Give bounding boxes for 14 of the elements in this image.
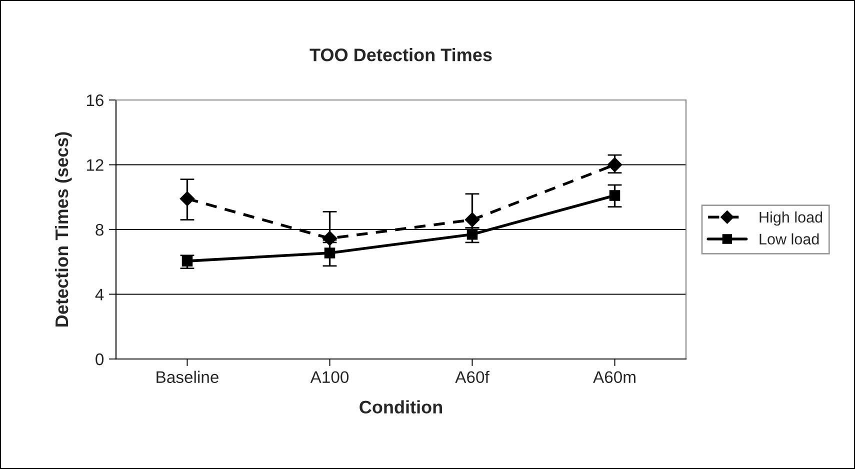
x-tick-label: Baseline <box>156 370 218 384</box>
y-tick-label: 16 <box>86 94 104 106</box>
legend-label: High load <box>760 211 822 226</box>
y-tick-label: 8 <box>96 224 104 236</box>
y-tick-label: 12 <box>86 159 104 171</box>
y-tick-label: 0 <box>96 353 104 366</box>
y-axis-title: Detection Times (secs) <box>54 132 72 326</box>
x-tick-label: A100 <box>310 371 349 384</box>
chart-title: TOO Detection Times <box>310 48 492 62</box>
x-axis-title: Condition <box>360 400 442 414</box>
y-tick-label: 4 <box>95 288 104 300</box>
legend-label: Low load <box>760 233 819 245</box>
x-tick-label: A60m <box>593 371 636 384</box>
x-tick-label: A60f <box>455 370 490 384</box>
